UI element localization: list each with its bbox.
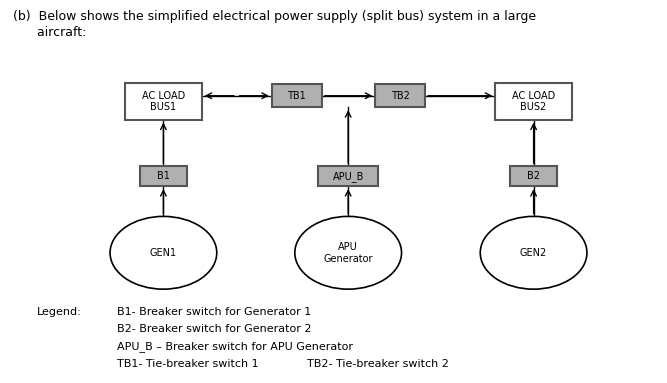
Text: (b)  Below shows the simplified electrical power supply (split bus) system in a : (b) Below shows the simplified electrica… <box>13 10 536 23</box>
Text: TB2- Tie-breaker switch 2: TB2- Tie-breaker switch 2 <box>307 359 449 369</box>
Bar <box>272 84 321 107</box>
Text: AC LOAD
BUS1: AC LOAD BUS1 <box>142 91 185 112</box>
Text: GEN2: GEN2 <box>520 248 547 258</box>
Text: aircraft:: aircraft: <box>13 26 87 39</box>
Text: APU
Generator: APU Generator <box>323 242 373 264</box>
Text: APU_B – Breaker switch for APU Generator: APU_B – Breaker switch for APU Generator <box>117 341 353 352</box>
Text: B1- Breaker switch for Generator 1: B1- Breaker switch for Generator 1 <box>117 307 311 317</box>
Text: Legend:: Legend: <box>37 307 81 317</box>
Bar <box>375 84 426 107</box>
Ellipse shape <box>295 216 402 289</box>
Text: B2- Breaker switch for Generator 2: B2- Breaker switch for Generator 2 <box>117 324 311 334</box>
Text: APU_B: APU_B <box>332 171 364 182</box>
Text: GEN1: GEN1 <box>150 248 177 258</box>
Bar <box>140 166 187 186</box>
Text: TB1: TB1 <box>287 91 306 101</box>
Text: TB2: TB2 <box>391 91 410 101</box>
Text: B2: B2 <box>527 171 540 181</box>
Bar <box>510 166 557 186</box>
Text: AC LOAD
BUS2: AC LOAD BUS2 <box>512 91 555 112</box>
Ellipse shape <box>110 216 217 289</box>
Bar <box>318 166 378 186</box>
Bar <box>495 83 572 119</box>
Text: TB1- Tie-breaker switch 1: TB1- Tie-breaker switch 1 <box>117 359 258 369</box>
Text: B1: B1 <box>157 171 170 181</box>
Bar <box>125 83 201 119</box>
Ellipse shape <box>480 216 587 289</box>
